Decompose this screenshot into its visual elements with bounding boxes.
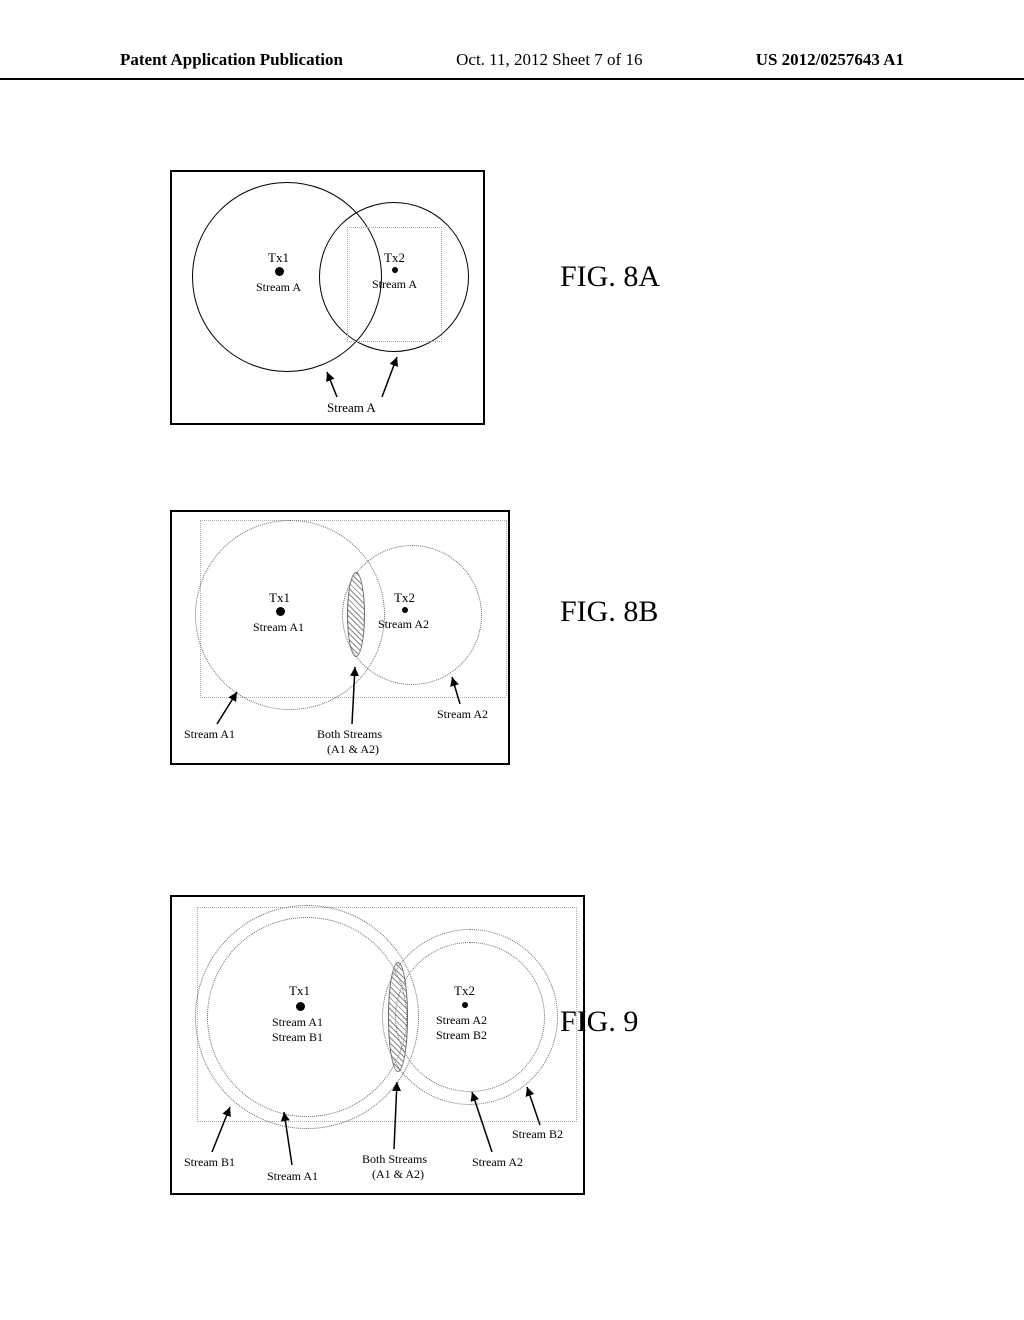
figure-8b: Tx1 Stream A1 Tx2 Stream A2 Stream A1 St…: [170, 510, 510, 765]
fig9-label-leftB: Stream B1: [184, 1155, 235, 1170]
fig9-tx2-streamB: Stream B2: [436, 1028, 487, 1043]
fig9-tx1-dot: [296, 1002, 305, 1011]
tx2-dot: [392, 267, 398, 273]
fig8a-bottom-label: Stream A: [327, 400, 376, 416]
fig9-label-rightA: Stream A2: [472, 1155, 523, 1170]
fig9-label: FIG. 9: [560, 1005, 638, 1039]
fig9-label-leftA: Stream A1: [267, 1169, 318, 1184]
fig8b-label-left: Stream A1: [184, 727, 235, 742]
tx2-stream: Stream A: [372, 277, 417, 292]
fig9-tx2-dot: [462, 1002, 468, 1008]
fig8b-tx2-dot: [402, 607, 408, 613]
tx1-stream: Stream A: [256, 280, 301, 295]
fig9-tx2-streamA: Stream A2: [436, 1013, 487, 1028]
tx1-label: Tx1: [268, 250, 289, 266]
fig8b-overlap: [347, 572, 365, 657]
fig9-label-rightB: Stream B2: [512, 1127, 563, 1142]
fig8b-tx1-dot: [276, 607, 285, 616]
tx2-label: Tx2: [384, 250, 405, 266]
header-right: US 2012/0257643 A1: [756, 50, 904, 70]
fig8b-tx1-label: Tx1: [269, 590, 290, 606]
figure-8b-box: Tx1 Stream A1 Tx2 Stream A2 Stream A1 St…: [170, 510, 510, 765]
fig8b-tx1-stream: Stream A1: [253, 620, 304, 635]
fig9-tx1-streamA: Stream A1: [272, 1015, 323, 1030]
header-left: Patent Application Publication: [120, 50, 343, 70]
figure-9-box: Tx1 Stream A1 Stream B1 Tx2 Stream A2 St…: [170, 895, 585, 1195]
fig9-tx2-label: Tx2: [454, 983, 475, 999]
tx1-dot: [275, 267, 284, 276]
header-center: Oct. 11, 2012 Sheet 7 of 16: [456, 50, 642, 70]
figure-9: Tx1 Stream A1 Stream B1 Tx2 Stream A2 St…: [170, 895, 585, 1195]
page-header: Patent Application Publication Oct. 11, …: [0, 50, 1024, 80]
fig8b-label-center2: (A1 & A2): [327, 742, 379, 757]
fig8b-label-right: Stream A2: [437, 707, 488, 722]
fig9-label-center: Both Streams: [362, 1152, 427, 1167]
fig8b-tx2-label: Tx2: [394, 590, 415, 606]
figure-8a: Tx1 Stream A Tx2 Stream A Stream A: [170, 170, 485, 425]
fig8a-label: FIG. 8A: [560, 260, 660, 294]
fig9-tx1-streamB: Stream B1: [272, 1030, 323, 1045]
fig9-tx1-label: Tx1: [289, 983, 310, 999]
fig9-label-center2: (A1 & A2): [372, 1167, 424, 1182]
fig8b-tx2-stream: Stream A2: [378, 617, 429, 632]
figure-8a-box: Tx1 Stream A Tx2 Stream A Stream A: [170, 170, 485, 425]
fig9-overlap: [388, 962, 408, 1072]
fig8b-label: FIG. 8B: [560, 595, 658, 629]
fig8b-label-center: Both Streams: [317, 727, 382, 742]
